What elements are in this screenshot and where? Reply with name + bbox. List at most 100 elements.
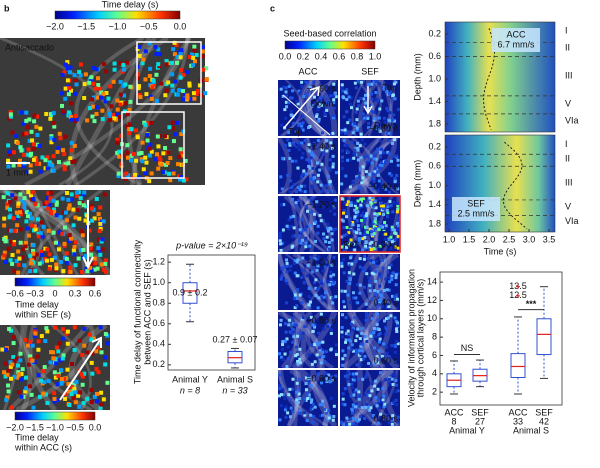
image-pixel bbox=[380, 99, 384, 103]
n-label: 8 bbox=[451, 416, 456, 426]
image-pixel bbox=[2, 250, 7, 255]
image-pixel bbox=[16, 270, 21, 275]
image-pixel bbox=[45, 400, 50, 405]
image-pixel bbox=[303, 411, 307, 415]
image-pixel bbox=[87, 228, 92, 233]
image-pixel bbox=[51, 207, 56, 212]
roi-box bbox=[121, 111, 185, 179]
image-pixel bbox=[307, 159, 311, 163]
image-pixel bbox=[348, 118, 352, 122]
image-pixel bbox=[326, 324, 330, 328]
image-pixel bbox=[383, 161, 387, 165]
image-pixel bbox=[392, 85, 396, 89]
image-pixel bbox=[329, 296, 333, 300]
image-pixel bbox=[53, 375, 58, 380]
image-pixel bbox=[100, 108, 105, 113]
image-pixel bbox=[105, 380, 110, 385]
image-texture bbox=[367, 253, 397, 312]
image-pixel bbox=[20, 367, 25, 372]
image-pixel bbox=[376, 421, 380, 425]
image-pixel bbox=[349, 322, 353, 326]
time-label: −1.00 s bbox=[306, 257, 336, 267]
image-pixel bbox=[358, 404, 362, 408]
image-pixel bbox=[36, 373, 41, 378]
image-pixel bbox=[58, 259, 63, 264]
image-pixel bbox=[143, 49, 148, 54]
image-pixel bbox=[115, 150, 120, 155]
image-pixel bbox=[63, 210, 68, 215]
image-pixel bbox=[288, 268, 292, 272]
image-pixel bbox=[377, 299, 381, 303]
image-pixel bbox=[25, 125, 30, 130]
image-pixel bbox=[92, 267, 97, 272]
image-pixel bbox=[163, 93, 168, 98]
image-pixel bbox=[374, 91, 378, 95]
image-pixel bbox=[345, 245, 349, 249]
image-pixel bbox=[311, 420, 315, 424]
image-pixel bbox=[359, 167, 363, 171]
image-pixel bbox=[72, 159, 77, 164]
image-pixel bbox=[390, 124, 394, 128]
image-pixel bbox=[366, 257, 370, 261]
image-pixel bbox=[361, 248, 365, 252]
column-label: SEF bbox=[361, 66, 379, 76]
image-texture bbox=[297, 253, 330, 312]
image-pixel bbox=[310, 398, 314, 402]
image-pixel bbox=[374, 292, 378, 296]
image-pixel bbox=[389, 204, 393, 208]
image-pixel bbox=[351, 131, 355, 135]
group-label: Animal Y bbox=[449, 425, 485, 435]
image-pixel bbox=[326, 229, 330, 233]
image-pixel bbox=[288, 397, 292, 401]
image-pixel bbox=[355, 351, 359, 355]
axis-label: through cortical layers (mm/s) bbox=[415, 279, 425, 398]
image-pixel bbox=[356, 148, 360, 152]
image-pixel bbox=[388, 238, 392, 242]
image-pixel bbox=[52, 370, 57, 375]
image-pixel bbox=[59, 381, 64, 386]
image-pixel bbox=[310, 197, 314, 201]
image-pixel bbox=[8, 152, 13, 157]
image-pixel bbox=[380, 201, 384, 205]
image-pixel bbox=[106, 96, 111, 101]
image-pixel bbox=[305, 93, 309, 97]
image-pixel bbox=[365, 225, 369, 229]
image-pixel bbox=[344, 422, 348, 426]
image-pixel bbox=[63, 134, 68, 139]
image-pixel bbox=[151, 78, 156, 83]
image-pixel bbox=[387, 266, 391, 270]
image-pixel bbox=[73, 240, 78, 245]
image-pixel bbox=[280, 268, 284, 272]
image-pixel bbox=[356, 283, 360, 287]
image-pixel bbox=[72, 143, 77, 148]
image-pixel bbox=[32, 146, 37, 151]
image-pixel bbox=[360, 218, 364, 222]
colorbar-tick: 1.0 bbox=[369, 51, 382, 61]
image-pixel bbox=[374, 402, 378, 406]
image-pixel bbox=[314, 286, 318, 290]
image-pixel bbox=[78, 62, 83, 67]
image-pixel bbox=[4, 347, 9, 352]
image-pixel bbox=[45, 166, 50, 171]
image-pixel bbox=[61, 353, 66, 358]
image-pixel bbox=[5, 395, 10, 400]
colorbar-tick: −1.5 bbox=[26, 422, 44, 432]
image-pixel bbox=[304, 228, 308, 232]
image-pixel bbox=[378, 163, 382, 167]
image-pixel bbox=[331, 154, 335, 158]
image-pixel bbox=[393, 138, 397, 142]
image-pixel bbox=[322, 373, 326, 377]
image-pixel bbox=[324, 240, 328, 244]
image-pixel bbox=[374, 80, 378, 84]
image-pixel bbox=[296, 334, 300, 338]
image-pixel bbox=[170, 120, 175, 125]
image-pixel bbox=[283, 397, 287, 401]
image-pixel bbox=[295, 190, 299, 194]
image-pixel bbox=[141, 57, 146, 62]
image-pixel bbox=[124, 171, 129, 176]
group-label: Animal S bbox=[513, 425, 549, 435]
image-pixel bbox=[285, 264, 289, 268]
image-pixel bbox=[298, 377, 302, 381]
image-pixel bbox=[7, 116, 12, 121]
image-pixel bbox=[379, 297, 383, 301]
